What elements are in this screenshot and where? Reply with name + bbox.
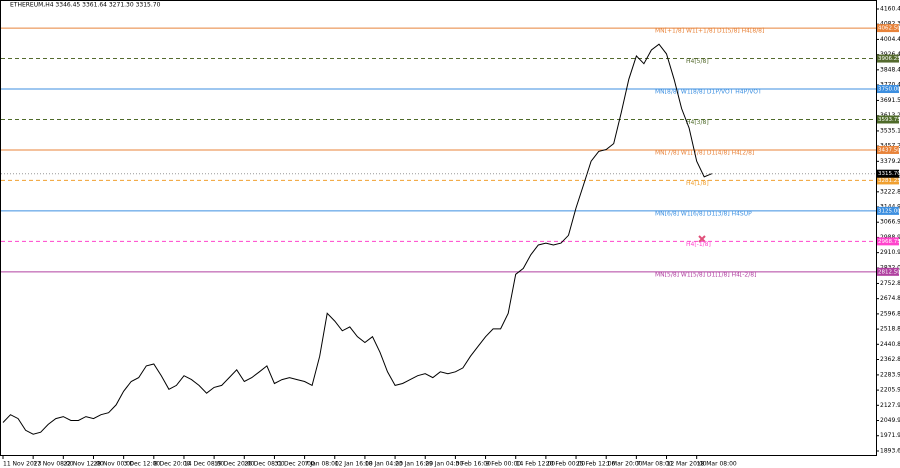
x-tick-label: 25 Feb 12:00 [576, 461, 616, 468]
level-label: MN[5/8] W1[5/8] D1[1/8] H4[-2/8] [655, 271, 756, 278]
chart-title: ETHEREUM,H4 3346.45 3361.64 3271.30 3315… [10, 2, 161, 9]
y-tick-label: 2283.90 [880, 371, 900, 378]
level-label: MN[8/8] W1[8/8] D1P/VOT H4P/VOT [655, 89, 762, 96]
level-tag [877, 237, 899, 246]
y-tick-label: 1893.60 [880, 448, 900, 455]
x-tick-label: 12 Jan 16:00 [335, 461, 373, 468]
level-label: MN[6/8] W1[6/8] D1[3/8] H4SUP [655, 210, 752, 217]
x-tick-label: 3 Dec 12:00 [124, 461, 161, 468]
level-tag-label: 2968.75 [878, 239, 900, 245]
x-tick-label: 17 Nov 08:00 [33, 461, 74, 468]
level-tag [877, 145, 899, 154]
price-line [2, 43, 712, 435]
y-tick-label: 3222.80 [880, 188, 900, 195]
level-label: MN[+1/8] W1[+1/8] D1[5/8] H4[8/8] [655, 28, 764, 35]
x-tick-label: 22 Nov 12:00 [63, 461, 104, 468]
level-tag-label: 3125.00 [878, 208, 900, 214]
plot-frame [0, 0, 877, 456]
level-label: H4[1/8] [686, 180, 709, 187]
level-tag-label: 3437.50 [878, 147, 900, 153]
level-tag-label: 4062.50 [878, 26, 900, 32]
y-tick-label: 2596.80 [880, 310, 900, 317]
y-tick-label: 3379.20 [880, 158, 900, 165]
level-tag [877, 85, 899, 94]
x-tick-label: 28 Nov 00:00 [93, 461, 134, 468]
x-tick-label: 14 Feb 12:00 [516, 461, 556, 468]
level-tag-label: 3906.25 [878, 56, 900, 62]
level-tag-label: 2812.50 [878, 269, 900, 275]
x-tick-label: 7 Jan 08:00 [305, 461, 339, 468]
x-tick-label: 20 Feb 00:00 [546, 461, 586, 468]
price-tag-label: 3315.70 [878, 171, 900, 177]
y-tick-label: 2205.90 [880, 387, 900, 394]
price-tag [877, 169, 899, 178]
x-tick-label: 3 Feb 16:00 [455, 461, 491, 468]
level-label: MN[7/8] W1[7/8] D1[4/8] H4[2/8] [655, 149, 754, 156]
x-tick-label: 8 Dec 20:00 [154, 461, 191, 468]
level-tag-label: 3281.25 [878, 178, 900, 184]
y-tick-label: 3535.10 [880, 127, 900, 134]
level-tag-label: 3593.75 [878, 117, 900, 123]
level-tag-label: 3750.00 [878, 87, 900, 93]
x-tick-label: 26 Dec 08:00 [244, 461, 285, 468]
level-label: H4[-1/8] [686, 241, 711, 248]
x-tick-label: 11 Nov 2023 [3, 461, 42, 468]
x-tick-label: 7 Mar 08:00 [636, 461, 672, 468]
y-tick-label: 2518.80 [880, 326, 900, 333]
x-tick-label: 1 Mar 20:00 [606, 461, 642, 468]
y-tick-label: 2362.80 [880, 356, 900, 363]
y-tick-label: 4004.40 [880, 36, 900, 43]
y-tick-label: 4160.40 [880, 6, 900, 13]
x-tick-label: 23 Jan 16:00 [395, 461, 433, 468]
y-tick-label: 2440.80 [880, 341, 900, 348]
x-tick-label: 18 Mar 08:00 [697, 461, 737, 468]
x-tick-label: 19 Dec 20:00 [214, 461, 255, 468]
y-tick-label: 2910.90 [880, 249, 900, 256]
x-tick-label: 14 Dec 08:00 [184, 461, 225, 468]
y-tick-label: 2127.90 [880, 402, 900, 409]
level-label: H4[5/8] [686, 58, 709, 65]
y-tick-label: 3066.90 [880, 219, 900, 226]
x-tick-label: 18 Jan 04:00 [365, 461, 403, 468]
y-tick-label: 3848.40 [880, 66, 900, 73]
level-tag [877, 115, 899, 124]
x-tick-label: 12 Mar 20:00 [667, 461, 707, 468]
level-tag [877, 24, 899, 33]
y-tick-label: 3691.50 [880, 97, 900, 104]
level-tag [877, 176, 899, 185]
level-label: H4[3/8] [686, 119, 709, 126]
x-tick-label: 29 Jan 04:00 [425, 461, 463, 468]
x-tick-label: 9 Feb 00:00 [486, 461, 522, 468]
level-tag [877, 206, 899, 215]
x-tick-label: 31 Dec 20:00 [274, 461, 315, 468]
y-tick-label: 2674.80 [880, 295, 900, 302]
level-tag [877, 54, 899, 63]
level-tag [877, 267, 899, 276]
y-tick-label: 2752.80 [880, 280, 900, 287]
y-tick-label: 2049.90 [880, 417, 900, 424]
y-tick-label: 1971.90 [880, 432, 900, 439]
